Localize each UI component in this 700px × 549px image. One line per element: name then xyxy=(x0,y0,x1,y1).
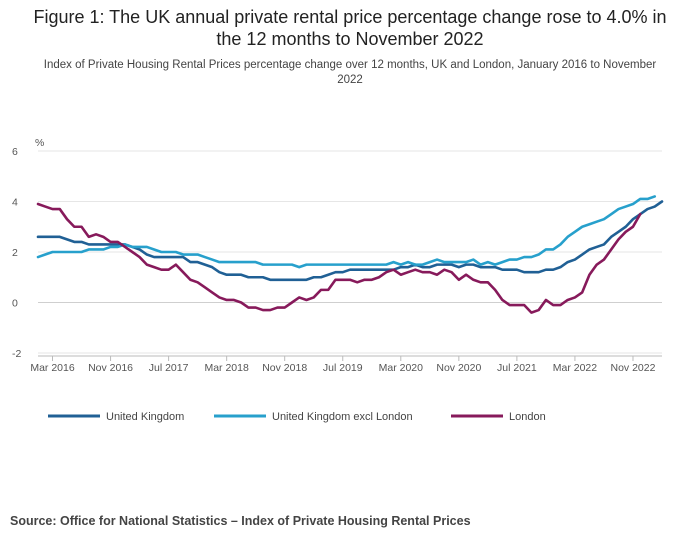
y-tick-label: 6 xyxy=(12,146,18,158)
x-tick-label: Jul 2017 xyxy=(149,362,189,374)
legend-label: London xyxy=(509,411,546,423)
x-tick-label: Mar 2016 xyxy=(30,362,75,374)
x-tick-label: Nov 2016 xyxy=(88,362,133,374)
y-tick-label: 0 xyxy=(12,298,18,310)
chart-subtitle: Index of Private Housing Rental Prices p… xyxy=(43,59,657,86)
series-line-0 xyxy=(36,200,664,282)
series-lines xyxy=(36,195,664,314)
x-tick-label: Nov 2022 xyxy=(611,362,656,374)
legend-label: United Kingdom xyxy=(106,411,184,423)
x-tick-label: Mar 2020 xyxy=(379,362,424,374)
x-tick-label: Mar 2018 xyxy=(204,362,249,374)
axes: -2 0 2 4 6 Mar 2016 Nov 2016 Jul 2017 Mar 2018 No… xyxy=(12,146,662,374)
source-note: Source: Office for National Statistics –… xyxy=(10,514,471,528)
x-tick-label: Jul 2019 xyxy=(323,362,363,374)
series-line-1 xyxy=(36,195,657,269)
x-tick-label: Nov 2020 xyxy=(436,362,481,374)
legend-label: United Kingdom excl London xyxy=(272,411,413,423)
chart-title: Figure 1: The UK annual private rental p… xyxy=(33,7,667,49)
x-tick-label: Jul 2021 xyxy=(497,362,537,374)
y-axis-label: % xyxy=(35,137,44,149)
y-tick-label: 4 xyxy=(12,197,18,209)
series-line-2 xyxy=(36,202,642,314)
x-tick-label: Mar 2022 xyxy=(553,362,598,374)
legend: United Kingdom United Kingdom excl London… xyxy=(48,411,546,423)
y-tick-label: 2 xyxy=(12,247,18,259)
x-tick-label: Nov 2018 xyxy=(262,362,307,374)
y-tick-label: -2 xyxy=(12,348,21,360)
